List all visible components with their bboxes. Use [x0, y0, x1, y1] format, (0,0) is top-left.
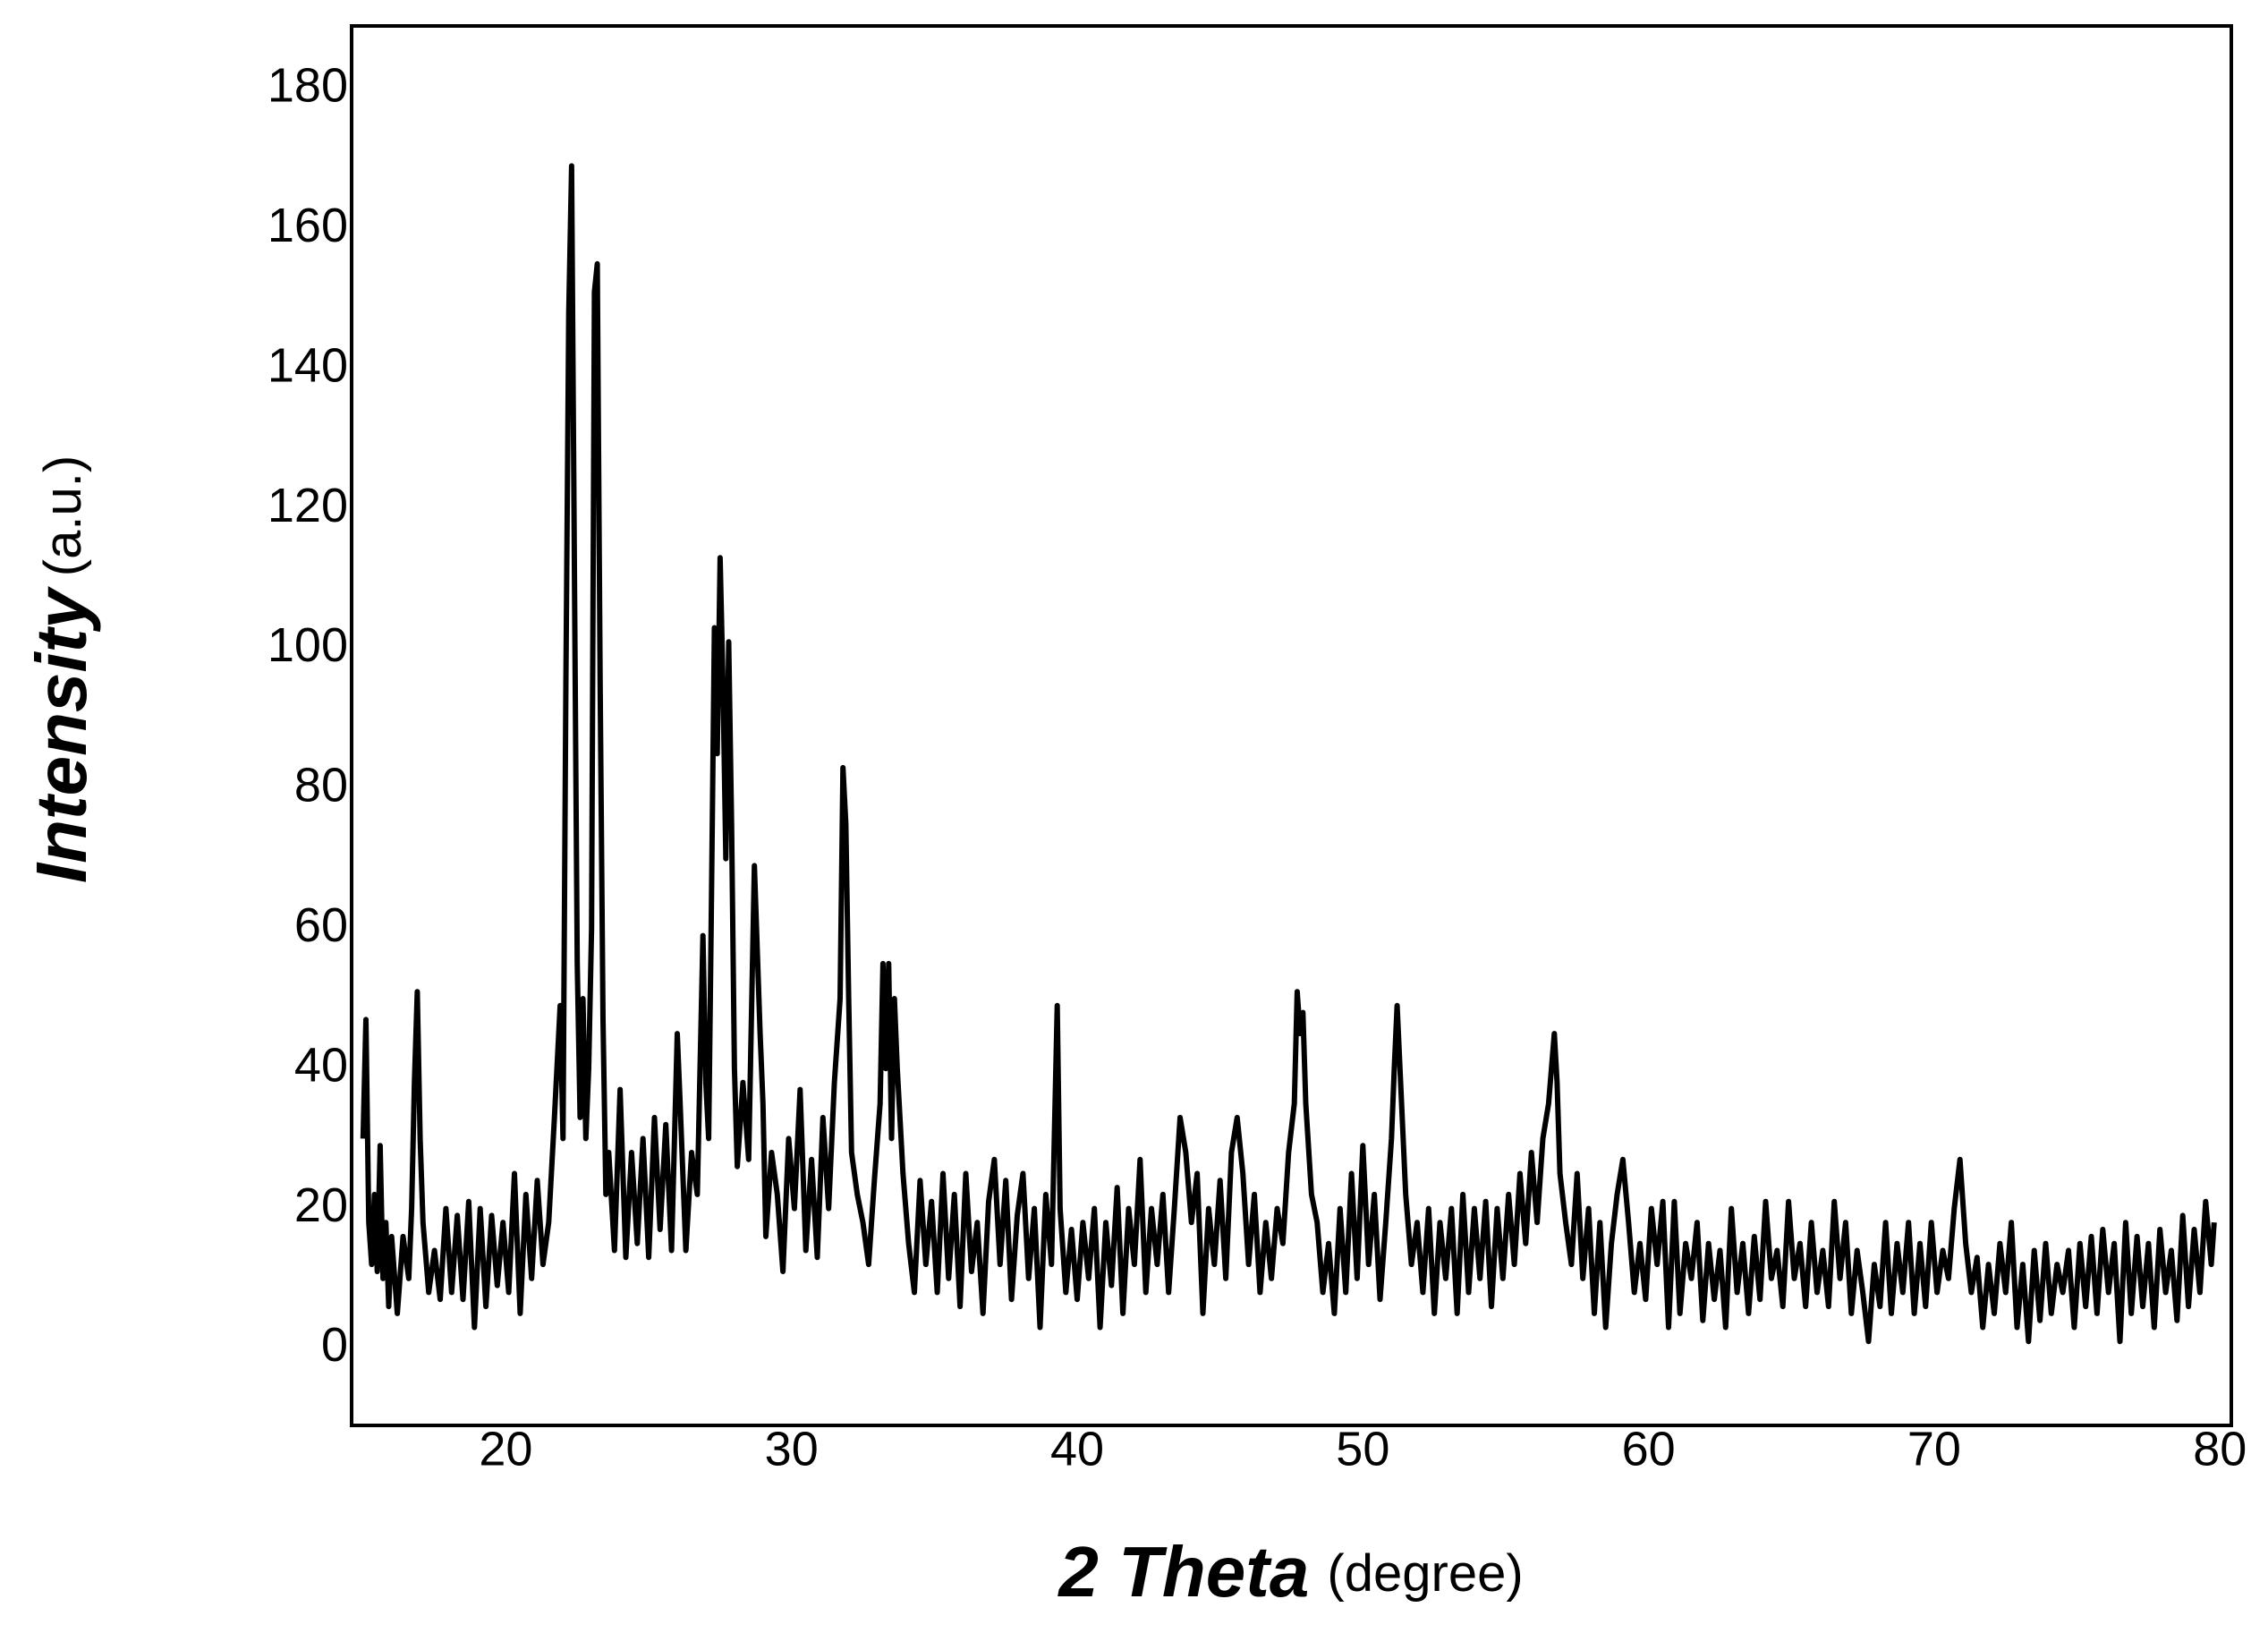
y-tick-label: 120 [268, 479, 348, 532]
x-tick-label: 80 [2193, 1422, 2247, 1476]
y-tick-label: 140 [268, 338, 348, 392]
x-axis-title: 2 Theta (degree) [1057, 1532, 1523, 1612]
y-tick-label: 80 [294, 759, 348, 812]
y-axis-title: Intensity (a.u.) [21, 455, 101, 883]
data-line [360, 163, 2217, 1345]
y-tick-label: 160 [268, 199, 348, 252]
y-tick-label: 0 [321, 1318, 348, 1372]
y-tick-label: 40 [294, 1038, 348, 1092]
plot-frame [350, 24, 2233, 1427]
x-tick-label: 60 [1622, 1422, 1676, 1476]
x-tick-label: 40 [1050, 1422, 1104, 1476]
y-tick-label: 20 [294, 1178, 348, 1232]
x-tick-label: 70 [1907, 1422, 1961, 1476]
y-tick-label: 60 [294, 898, 348, 952]
x-axis-title-unit: (degree) [1327, 1544, 1523, 1603]
y-tick-label: 180 [268, 59, 348, 113]
x-axis-title-main: 2 Theta [1057, 1532, 1309, 1612]
x-tick-label: 50 [1336, 1422, 1389, 1476]
y-axis-title-main: Intensity [21, 586, 101, 883]
y-axis-title-unit: (a.u.) [34, 455, 92, 576]
y-tick-label: 100 [268, 618, 348, 672]
x-tick-label: 30 [765, 1422, 819, 1476]
x-tick-label: 20 [479, 1422, 532, 1476]
